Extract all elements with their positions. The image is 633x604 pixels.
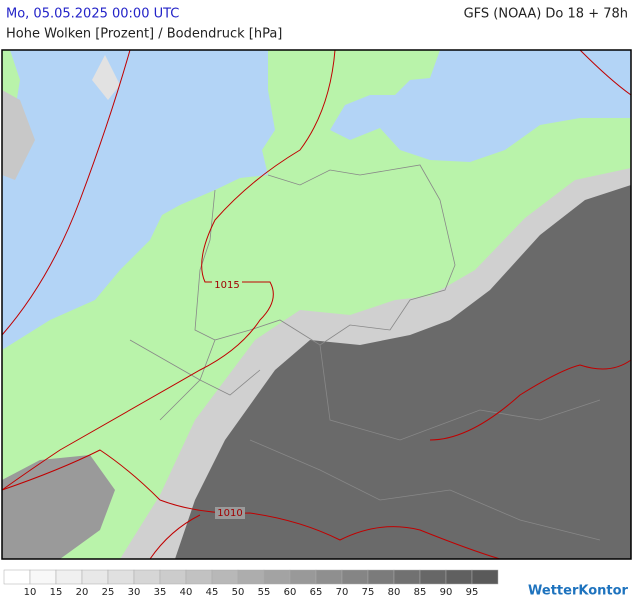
- legend-tick-label: 50: [232, 587, 245, 598]
- subtitle: Hohe Wolken [Prozent] / Bodendruck [hPa]: [6, 27, 282, 42]
- legend-tick-label: 75: [362, 587, 375, 598]
- legend-swatch: [107, 569, 135, 585]
- legend-tick-label: 25: [102, 587, 115, 598]
- cloud-north: [2, 90, 35, 180]
- legend: 10 15 20 25 30 35 40 45 50 55 60 65 70 75 80 85 90 95: [3, 569, 499, 598]
- legend-tick-label: 60: [284, 587, 297, 598]
- legend-swatch: [471, 569, 499, 585]
- legend-swatch: [419, 569, 447, 585]
- date: Mo, 05.05.2025 00:00 UTC: [6, 7, 179, 22]
- legend-swatch: [159, 569, 187, 585]
- legend-tick-label: 10: [24, 587, 37, 598]
- legend-tick-label: 85: [414, 587, 427, 598]
- legend-tick-label: 35: [154, 587, 167, 598]
- baltic-sea: [330, 50, 631, 162]
- legend-tick-label: 70: [336, 587, 349, 598]
- map-frame: [1, 49, 632, 560]
- cloud-north2: [92, 55, 120, 100]
- north-sea: [2, 50, 275, 350]
- legend-swatch: [289, 569, 317, 585]
- legend-swatch: [81, 569, 109, 585]
- legend-swatch: [237, 569, 265, 585]
- cloud-west: [2, 455, 115, 559]
- legend-swatch: [3, 569, 31, 585]
- legend-swatch: [341, 569, 369, 585]
- logo: WetterKontor: [528, 584, 629, 599]
- isobar-label-bg: [215, 507, 245, 519]
- legend-swatch: [133, 569, 161, 585]
- cloud-dark: [175, 185, 631, 559]
- isobar-label: 1010: [217, 508, 242, 519]
- legend-tick-label: 55: [258, 587, 271, 598]
- legend-tick-label: 65: [310, 587, 323, 598]
- map: 1015 1010: [1, 49, 632, 560]
- legend-tick-label: 95: [466, 587, 479, 598]
- legend-tick-label: 45: [206, 587, 219, 598]
- legend-swatch: [315, 569, 343, 585]
- legend-swatch: [445, 569, 473, 585]
- legend-tick-label: 80: [388, 587, 401, 598]
- legend-swatch: [55, 569, 83, 585]
- legend-swatch: [185, 569, 213, 585]
- isobar-label-bg: [212, 279, 242, 291]
- legend-tick-label: 20: [76, 587, 89, 598]
- legend-tick-label: 90: [440, 587, 453, 598]
- legend-tick-label: 40: [180, 587, 193, 598]
- model: GFS (NOAA) Do 18 + 78h: [464, 7, 628, 22]
- legend-tick-label: 30: [128, 587, 141, 598]
- borders: [129, 164, 601, 541]
- legend-swatch: [29, 569, 57, 585]
- legend-swatch: [211, 569, 239, 585]
- legend-tick-label: 15: [50, 587, 63, 598]
- isobar-label: 1015: [214, 280, 239, 291]
- legend-swatch: [367, 569, 395, 585]
- legend-swatch: [263, 569, 291, 585]
- isobars: [1, 49, 632, 560]
- legend-swatch: [393, 569, 421, 585]
